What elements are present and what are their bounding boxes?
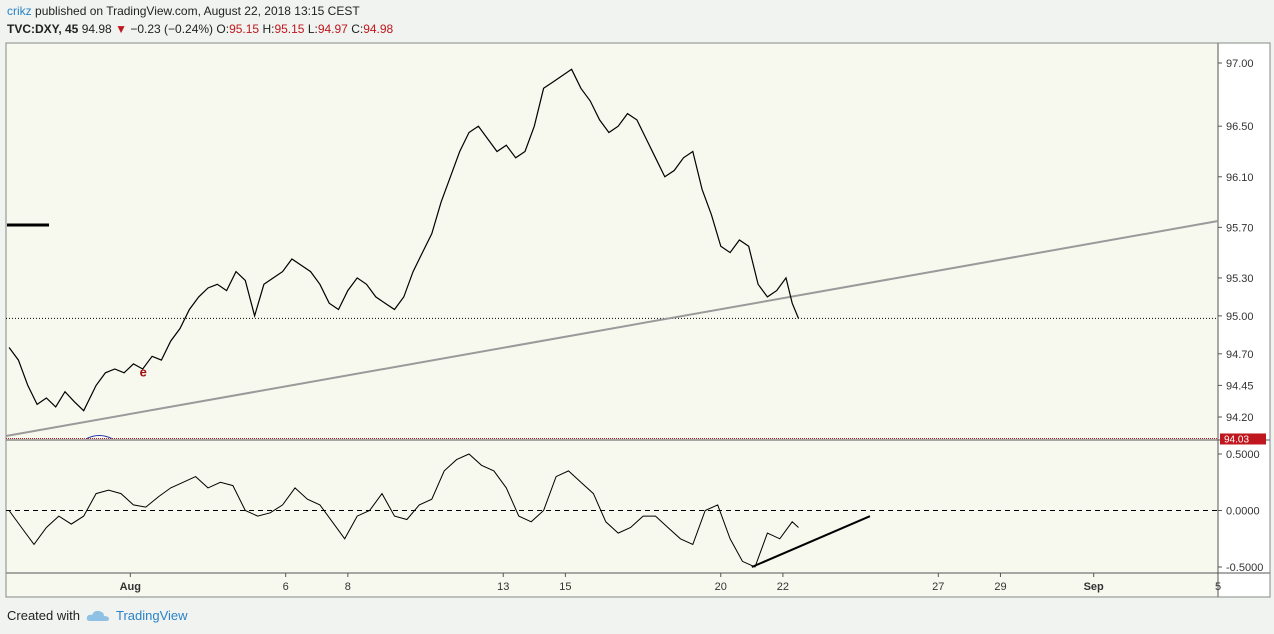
author-link[interactable]: crikz [7,4,32,18]
down-arrow-icon: ▼ [115,22,127,36]
high-value: 95.15 [274,22,305,36]
open-value: 95.15 [229,22,260,36]
close-value: 94.98 [363,22,394,36]
price-tick-label: 96.50 [1226,121,1254,133]
price-tick-label: 95.30 [1226,273,1254,285]
time-tick-label: 8 [345,581,351,593]
last-price: 94.98 [81,22,112,36]
price-tick-label: 95.00 [1226,311,1254,323]
tradingview-link[interactable]: TradingView [115,608,188,623]
price-series [8,68,800,412]
oscillator-tick-label: 0.0000 [1226,506,1260,518]
low-label: L: [307,22,318,36]
time-tick-label: Aug [120,581,141,593]
time-tick-label: 20 [715,581,727,593]
arc-marker [86,434,112,439]
high-label: H: [262,22,275,36]
price-tick-label: 95.70 [1226,222,1254,234]
support-label: 94.03 [1224,434,1249,445]
price-tick-label: 96.10 [1226,172,1254,184]
price-tick-label: 94.45 [1226,380,1254,392]
price-tick-label: 94.20 [1226,412,1254,424]
price-scale [1218,43,1270,597]
symbol-name: TVC:DXY, 45 [7,22,79,36]
tradingview-cloud-icon [86,610,109,621]
price-tick-label: 94.70 [1226,349,1254,361]
footer: Created with TradingView [7,608,188,623]
chart-border [5,42,1271,598]
time-tick-label: 22 [777,581,789,593]
plot-background [6,43,1218,597]
low-value: 94.97 [317,22,348,36]
time-tick-label: 27 [932,581,944,593]
divergence-line [751,515,871,568]
support-label-box [1220,433,1266,445]
time-tick-label: 29 [994,581,1006,593]
symbol-legend: TVC:DXY, 45 94.98 ▼ −0.23 (−0.24%) O:95.… [7,22,393,36]
price-tick-label: 97.00 [1226,58,1254,70]
close-label: C: [351,22,364,36]
created-with-text: Created with [7,608,80,623]
publish-text: published on TradingView.com, August 22,… [35,4,360,18]
price-change: −0.23 (−0.24%) [130,22,214,36]
time-tick-label: 5 [1215,581,1221,593]
annotation-e: e [140,365,147,380]
time-tick-label: 13 [497,581,509,593]
time-tick-label: 15 [559,581,571,593]
time-tick-label: Sep [1084,581,1104,593]
open-label: O: [216,22,230,36]
trendline [5,220,1219,437]
oscillator-series [8,453,799,568]
oscillator-tick-label: -0.5000 [1226,562,1263,574]
chart-layer: e 97.00 96.50 96.10 95.70 95.30 95.00 94.70 94.4… [5,58,1266,593]
publish-info: crikz published on TradingView.com, Augu… [7,4,360,18]
oscillator-tick-label: 0.5000 [1226,449,1260,461]
time-tick-label: 6 [283,581,289,593]
